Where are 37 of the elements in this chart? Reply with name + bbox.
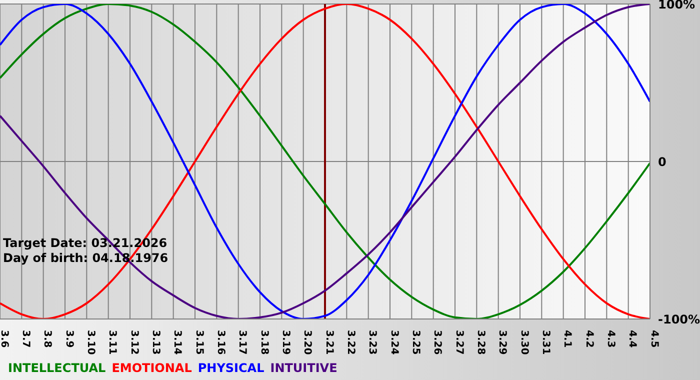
- text: PHYSICAL: [198, 361, 264, 375]
- x-tick-label: 3.18: [258, 330, 270, 355]
- text: EMOTIONAL: [112, 361, 192, 375]
- x-tick-label: 3.17: [236, 330, 248, 355]
- x-tick-label: 3.24: [388, 330, 400, 355]
- x-tick-label: 3.19: [280, 330, 291, 355]
- y-tick-label: 0: [658, 154, 666, 169]
- text: INTUITIVE: [270, 361, 338, 375]
- x-tick-label: 3.14: [172, 330, 183, 355]
- x-tick-label: 3.11: [106, 330, 118, 355]
- x-tick-label: 3.7: [20, 330, 31, 348]
- x-tick-label: 3.12: [128, 330, 140, 355]
- x-tick-label: 3.30: [518, 330, 530, 355]
- x-tick-label: 4.3: [604, 330, 616, 348]
- x-tick-label: 3.25: [410, 330, 421, 355]
- x-tick-label: 3.29: [496, 330, 508, 355]
- x-tick-label: 3.31: [540, 330, 551, 355]
- x-tick-label: 3.27: [453, 330, 464, 355]
- x-tick-label: 4.4: [626, 330, 638, 348]
- x-tick-label: 3.16: [214, 330, 226, 355]
- x-tick-label: 3.10: [84, 330, 96, 355]
- x-tick-label: 3.8: [42, 330, 53, 348]
- x-tick-label: 4.1: [562, 330, 573, 348]
- x-tick-label: 4.2: [583, 330, 594, 348]
- x-tick-label: 3.28: [474, 330, 486, 355]
- x-tick-label: 3.15: [193, 330, 204, 355]
- x-tick-label: 3.9: [63, 330, 74, 348]
- x-tick-label: 3.22: [344, 330, 356, 355]
- x-tick-label: 3.21: [323, 330, 334, 355]
- y-tick-label: -100%: [658, 312, 700, 326]
- x-tick-label: 3.26: [432, 330, 443, 355]
- x-tick-label: 3.13: [150, 330, 161, 355]
- x-tick-label: 3.23: [366, 330, 378, 355]
- x-tick-label: 3.20: [302, 330, 313, 355]
- x-tick-label: 3.6: [0, 330, 10, 348]
- text: INTELLECTUAL: [8, 361, 106, 375]
- x-tick-label: 4.5: [648, 330, 660, 348]
